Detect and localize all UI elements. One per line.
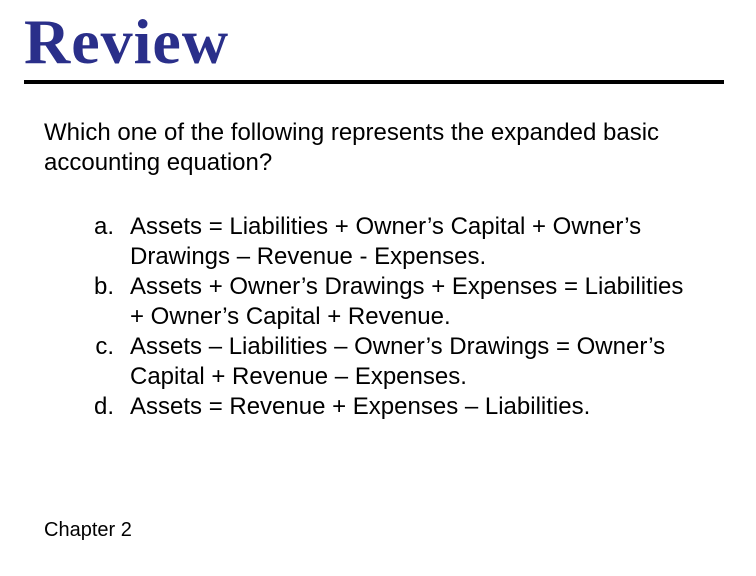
- choice-text: Assets + Owner’s Drawings + Expenses = L…: [130, 272, 702, 332]
- choice-b: b. Assets + Owner’s Drawings + Expenses …: [84, 272, 702, 332]
- choice-letter: b.: [84, 272, 130, 332]
- choice-c: c. Assets – Liabilities – Owner’s Drawin…: [84, 332, 702, 392]
- answer-choices: a. Assets = Liabilities + Owner’s Capita…: [24, 212, 732, 422]
- choice-letter: a.: [84, 212, 130, 272]
- title-underline: [24, 80, 724, 84]
- choice-d: d. Assets = Revenue + Expenses – Liabili…: [84, 392, 702, 422]
- page-title: Review: [24, 10, 732, 74]
- question-text: Which one of the following represents th…: [24, 118, 732, 178]
- choice-a: a. Assets = Liabilities + Owner’s Capita…: [84, 212, 702, 272]
- choice-letter: d.: [84, 392, 130, 422]
- title-block: Review: [24, 0, 732, 84]
- choice-text: Assets = Revenue + Expenses – Liabilitie…: [130, 392, 702, 422]
- chapter-footer: Chapter 2: [44, 519, 132, 542]
- choice-letter: c.: [84, 332, 130, 392]
- choice-text: Assets = Liabilities + Owner’s Capital +…: [130, 212, 702, 272]
- slide-page: Review Which one of the following repres…: [0, 0, 756, 576]
- choice-text: Assets – Liabilities – Owner’s Drawings …: [130, 332, 702, 392]
